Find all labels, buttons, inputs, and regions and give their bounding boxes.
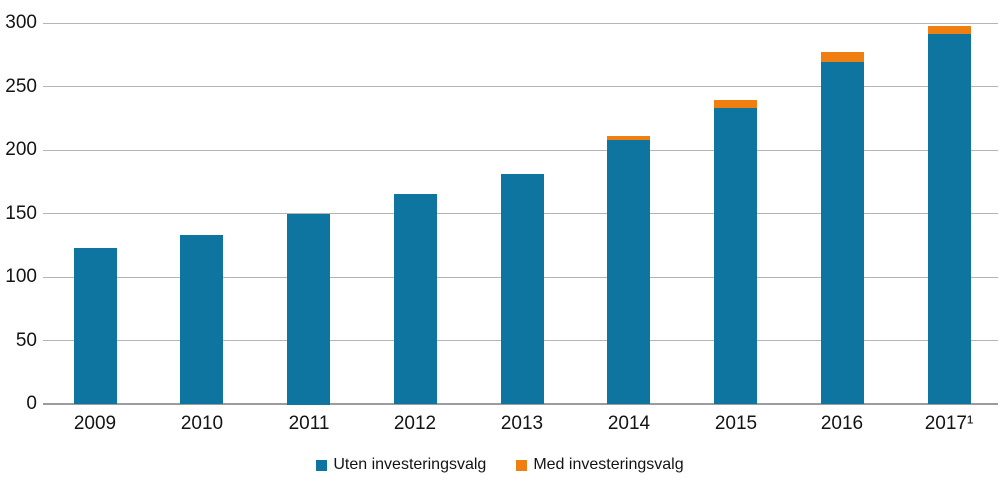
legend-label-med-investeringsvalg: Med investeringsvalg — [533, 456, 684, 473]
x-tick-label-2015: 2015 — [714, 413, 758, 434]
bar-2014-med-investeringsvalg — [607, 136, 650, 140]
bar-2014-uten-investeringsvalg — [607, 140, 650, 404]
x-tick-label-2010: 2010 — [180, 413, 224, 434]
bar-2017-med-investeringsvalg — [928, 26, 971, 34]
x-tick-label-2016: 2016 — [820, 413, 864, 434]
legend: Uten investeringsvalg Med investeringsva… — [0, 456, 1000, 474]
bar-2013-uten-investeringsvalg — [501, 174, 544, 404]
y-tick-label-50: 50 — [15, 330, 37, 351]
legend-swatch-orange — [516, 459, 528, 471]
legend-item-uten-investeringsvalg: Uten investeringsvalg — [316, 456, 486, 474]
bar-2015-uten-investeringsvalg — [714, 108, 757, 404]
y-tick-label-200: 200 — [5, 139, 37, 160]
x-tick-label-2017: 2017¹ — [924, 413, 974, 434]
bar-2017-uten-investeringsvalg — [928, 33, 971, 404]
x-tick-label-2011: 2011 — [288, 413, 330, 434]
y-tick-label-0: 0 — [26, 393, 37, 414]
x-tick-label-2014: 2014 — [607, 413, 651, 434]
bar-2009-uten-investeringsvalg — [74, 248, 117, 404]
gridline-300 — [43, 23, 998, 24]
legend-swatch-blue — [316, 459, 328, 471]
y-tick-label-150: 150 — [5, 203, 37, 224]
bar-2011-uten-investeringsvalg — [287, 214, 330, 405]
y-tick-label-300: 300 — [5, 12, 37, 33]
x-tick-label-2013: 2013 — [500, 413, 544, 434]
x-tick-label-2012: 2012 — [393, 413, 437, 434]
y-tick-label-250: 250 — [5, 76, 37, 97]
x-axis-line — [43, 403, 998, 405]
bar-2016-med-investeringsvalg — [821, 52, 864, 62]
x-tick-label-2009: 2009 — [73, 413, 117, 434]
gridline-250 — [43, 86, 998, 87]
legend-label-uten-investeringsvalg: Uten investeringsvalg — [333, 456, 487, 473]
bar-2016-uten-investeringsvalg — [821, 62, 864, 404]
bar-2015-med-investeringsvalg — [714, 100, 757, 108]
bar-2010-uten-investeringsvalg — [180, 235, 223, 404]
y-tick-label-100: 100 — [5, 266, 37, 287]
legend-item-med-investeringsvalg: Med investeringsvalg — [516, 456, 684, 474]
gridline-200 — [43, 150, 998, 151]
bar-2012-uten-investeringsvalg — [394, 194, 437, 404]
